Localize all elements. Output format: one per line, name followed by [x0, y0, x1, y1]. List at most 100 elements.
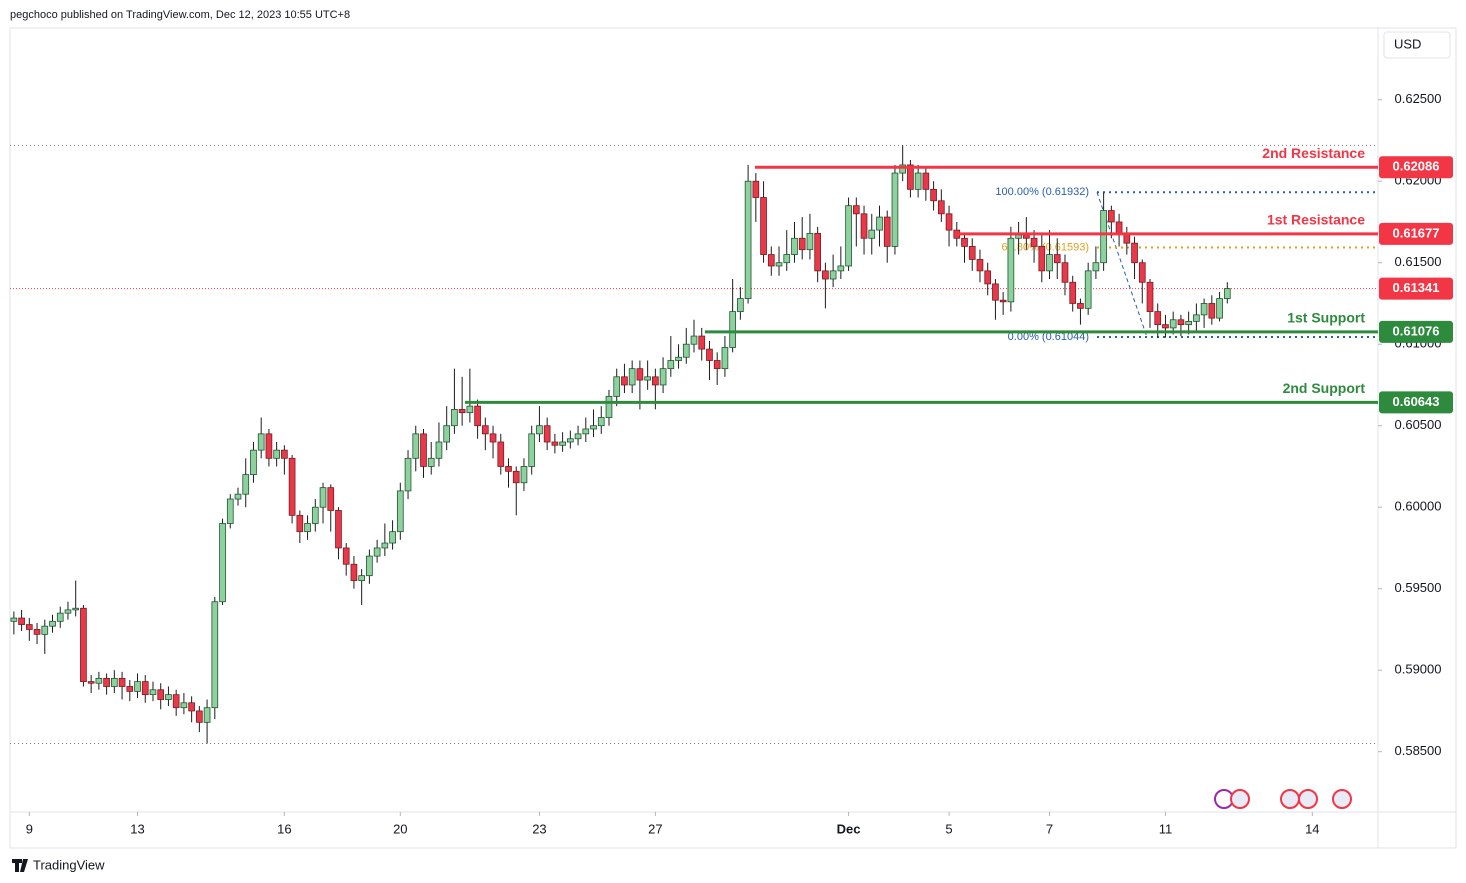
candle-body [868, 229, 876, 239]
candle-body [319, 487, 327, 508]
event-icon[interactable] [1332, 789, 1352, 809]
candle-body [226, 498, 234, 524]
candle-body [1077, 303, 1084, 309]
y-tick-label: 0.62500 [1395, 91, 1442, 106]
candle-body [636, 368, 644, 381]
candle-body [165, 694, 172, 700]
candle-body [737, 298, 744, 313]
candle-body [335, 510, 342, 549]
candle-body [451, 409, 458, 427]
candle-body [999, 299, 1007, 303]
candle-body [126, 686, 134, 692]
x-tick-label: Dec [837, 821, 861, 836]
candle-body [613, 376, 621, 397]
candle-body [1200, 303, 1208, 316]
y-tick-label: 0.58500 [1395, 743, 1442, 758]
event-icon[interactable] [1230, 789, 1250, 809]
x-tick-label: 23 [532, 821, 546, 836]
candle-body [1185, 320, 1192, 326]
candle-body [1061, 262, 1069, 283]
x-tick-label: 13 [130, 821, 144, 836]
candle-body [567, 438, 574, 443]
candle-body [327, 487, 335, 511]
candle-body [203, 707, 211, 723]
candle-body [458, 409, 466, 414]
level-name: 2nd Resistance [1262, 145, 1365, 161]
candle-body [829, 270, 837, 280]
event-icon[interactable] [1298, 789, 1318, 809]
candle-body [1084, 270, 1092, 309]
candle-body [373, 547, 381, 557]
candle-body [72, 607, 80, 611]
candle-body [366, 555, 373, 577]
currency-box[interactable] [1383, 31, 1451, 59]
candle-body [1177, 319, 1185, 326]
level-price-box [1379, 222, 1453, 245]
candle-body [937, 200, 945, 215]
last-price-box [1379, 277, 1453, 300]
candle-body [775, 262, 783, 267]
candle-body [412, 433, 420, 459]
brand: TradingView [33, 857, 105, 872]
candle-body [242, 474, 250, 495]
candle-body [41, 625, 49, 635]
x-tick-label: 27 [648, 821, 662, 836]
candle-body [25, 624, 33, 630]
candle-body [706, 348, 713, 361]
candle-body [574, 433, 582, 440]
candle-body [883, 216, 891, 247]
candle-body [1007, 237, 1015, 303]
candle-body [404, 457, 412, 492]
candle-body [111, 677, 118, 687]
candle-body [1100, 210, 1107, 264]
candle-body [976, 259, 984, 272]
candle-body [49, 620, 56, 627]
candle-body [752, 180, 760, 198]
fib-trend [1096, 192, 1148, 338]
fib-label: 100.00% (0.61932) [995, 186, 1089, 198]
candle-body [1053, 254, 1061, 264]
candle-body [729, 311, 736, 348]
level-price: 0.61076 [1393, 323, 1440, 338]
candle-body [814, 232, 821, 272]
candle-body [80, 607, 87, 683]
candle-body [381, 542, 389, 549]
candle-body [1138, 262, 1146, 283]
last-price: 0.61341 [1393, 280, 1440, 295]
candle-body [783, 254, 791, 264]
candle-body [420, 433, 427, 467]
candle-body [644, 376, 651, 381]
candle-body [767, 254, 775, 267]
candle-body [296, 514, 304, 533]
candle-body [1216, 298, 1223, 319]
candle-body [806, 232, 814, 251]
candle-body [876, 216, 883, 231]
candle-body [899, 164, 907, 174]
candle-body [172, 694, 180, 709]
y-tick-label: 0.59500 [1395, 580, 1442, 595]
candle-body [466, 405, 474, 414]
candle-body [992, 283, 999, 301]
candle-body [907, 164, 914, 190]
candle-body [1015, 234, 1022, 239]
candle-body [1069, 281, 1077, 304]
candle-body [273, 449, 280, 459]
candle-body [56, 612, 64, 622]
publish-note: pegchoco published on TradingView.com, D… [10, 9, 350, 21]
event-icons[interactable] [1214, 789, 1352, 809]
level-price-box [1379, 156, 1453, 179]
candle-body [791, 237, 798, 255]
candle-body [489, 433, 497, 443]
candle-body [342, 547, 350, 565]
level-price: 0.62086 [1393, 159, 1440, 174]
y-tick-label: 0.60000 [1395, 499, 1442, 514]
candle-body [590, 425, 597, 430]
candle-body [891, 172, 899, 247]
candle-body [1154, 311, 1162, 326]
candle-body [87, 681, 95, 684]
event-icon[interactable] [1280, 789, 1300, 809]
candle-body [281, 449, 288, 459]
candle-body [984, 270, 992, 285]
level-name: 1st Support [1287, 310, 1365, 326]
